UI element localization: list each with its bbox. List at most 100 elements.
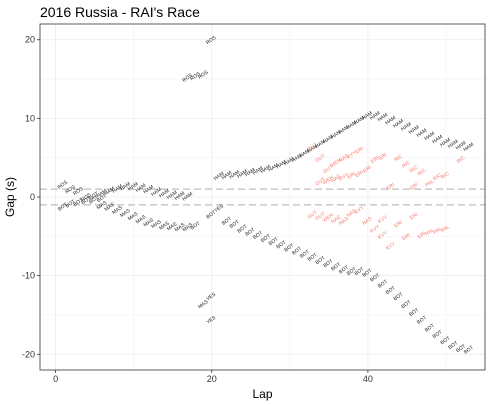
point-label: HAM (213, 171, 226, 182)
x-tick-label: 40 (363, 374, 373, 384)
point-label: HAM (275, 159, 288, 170)
point-label: RIC (409, 164, 420, 174)
point-label: HAM (221, 170, 234, 181)
point-label: ROS (80, 192, 93, 204)
point-label: ROS (182, 72, 195, 84)
point-label: BOT (65, 199, 77, 210)
point-label: VES (205, 291, 217, 302)
point-label: ERI (354, 169, 364, 179)
point-label: HAM (174, 191, 187, 202)
point-label: HAM (306, 143, 319, 154)
point-label: MAS (158, 220, 171, 232)
point-label: HAM (228, 169, 241, 180)
point-label: MAS (127, 211, 140, 223)
x-tick-label: 20 (207, 374, 217, 384)
point-label: NAS (361, 216, 373, 227)
point-label: BOT (252, 230, 264, 241)
point-label: BOT (315, 255, 327, 266)
point-label: BOT (377, 279, 389, 290)
point-label: MAS (119, 208, 132, 220)
point-label: BOT (416, 315, 428, 326)
point-label: HAM (283, 156, 296, 167)
point-label: HAM (252, 165, 265, 176)
point-label: NAS (330, 173, 342, 184)
y-tick-label: 0 (30, 192, 35, 202)
point-label: HAM (150, 187, 163, 198)
point-label: GUT (322, 164, 334, 175)
point-label: ROS (72, 186, 85, 198)
point-label: HAM (244, 167, 257, 178)
point-label: HAM (431, 134, 444, 145)
point-label: HAM (361, 110, 374, 121)
point-label: HAM (400, 121, 413, 132)
point-label: KVY (385, 241, 397, 252)
grid (40, 24, 485, 370)
point-label: HAM (424, 131, 437, 142)
point-label: HAM (119, 181, 132, 192)
point-label: BOT (354, 266, 366, 277)
point-label: BOT (346, 266, 358, 277)
point-label: HAM (299, 148, 312, 159)
point-label: BOT (385, 285, 397, 296)
point-label: BOT (400, 299, 412, 310)
y-ticks: -20 -10 0 10 20 (22, 35, 40, 359)
point-label: ERI (386, 182, 396, 192)
point-label: ERI (401, 232, 411, 242)
point-label: ERI (362, 165, 372, 175)
point-label: BOT (221, 216, 233, 227)
point-label: BOT (338, 265, 350, 276)
point-label: BOT (229, 219, 241, 230)
chart-title: 2016 Russia - RAI's Race (40, 4, 200, 20)
point-label: BOT (57, 202, 69, 213)
point-label: RIC (401, 160, 412, 170)
point-label: WEH (322, 212, 335, 224)
point-label: HAM (330, 129, 343, 140)
point-label: KVY (377, 230, 389, 241)
point-label: HAM (463, 142, 476, 153)
point-label: BOT (447, 340, 459, 351)
point-label: BOT (455, 343, 467, 354)
y-tick-label: -10 (22, 271, 35, 281)
point-label: KVY (369, 223, 381, 234)
point-label: HAM (267, 162, 280, 173)
point-label: HAM (96, 188, 109, 199)
point-label: RIC (456, 155, 467, 165)
point-label: BOT (72, 197, 84, 208)
point-label: HAM (338, 124, 351, 135)
point-label: HAM (384, 115, 397, 126)
point-label: HAM (408, 124, 421, 135)
point-label: GUT (307, 210, 319, 221)
point-label: HAM (416, 128, 429, 139)
point-label: BOT (190, 221, 202, 232)
point-label: HAM (291, 153, 304, 164)
point-label: BOT (369, 273, 381, 284)
point-label: BOT (393, 291, 405, 302)
point-label: WEH (330, 157, 343, 169)
point-label: HAM (236, 169, 249, 180)
point-label: WEH (322, 174, 335, 186)
point-label: ERI (417, 231, 427, 241)
point-label: BOT (361, 268, 373, 279)
y-tick-label: 10 (25, 113, 35, 123)
point-label: BOT (299, 249, 311, 260)
point-label: BOT (205, 210, 217, 221)
point-label: HAM (111, 183, 124, 194)
point-label: KVY (346, 150, 358, 161)
point-label: KVY (338, 172, 350, 183)
x-ticks: 0 20 40 (53, 370, 373, 384)
point-label: MAS (143, 217, 156, 229)
point-label: YES (213, 203, 225, 214)
reference-lines (40, 188, 485, 206)
point-label: NAS (346, 208, 358, 219)
point-label: HAM (314, 139, 327, 150)
point-label: BOT (330, 262, 342, 273)
point-label: MAS (135, 214, 148, 226)
y-tick-label: 20 (25, 35, 35, 45)
point-label: HAM (377, 112, 390, 123)
point-label: ROS (57, 179, 70, 191)
point-label: BOT (96, 193, 108, 204)
point-label: PAL (424, 178, 435, 188)
point-label: BOT (275, 240, 287, 251)
point-label: BOT (88, 195, 100, 206)
point-label: RIC (432, 172, 443, 182)
